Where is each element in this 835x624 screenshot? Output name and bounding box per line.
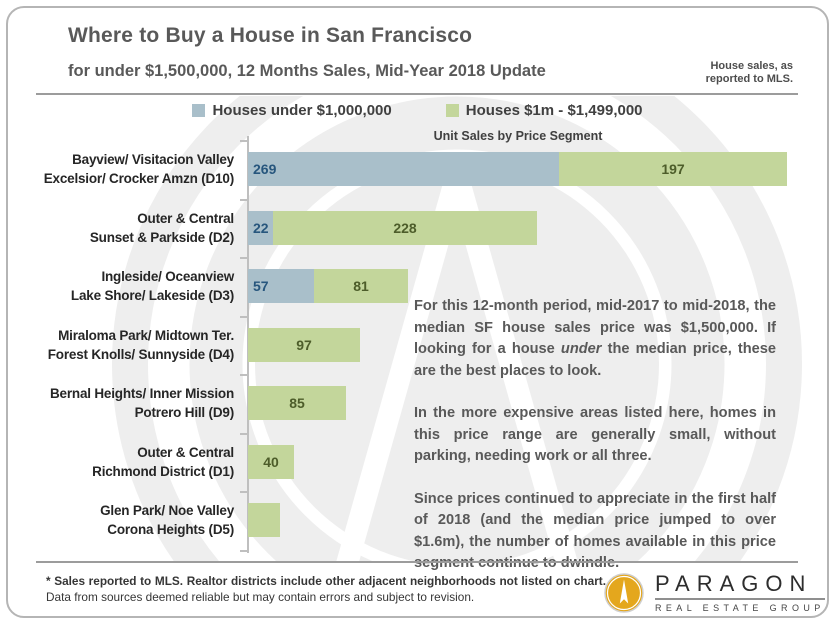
bar-value-label: 40 bbox=[263, 454, 279, 470]
annotation-p1-b: the median price, these are the best pla… bbox=[414, 341, 776, 379]
paragon-logo: PARAGON REAL ESTATE GROUP bbox=[604, 572, 825, 613]
page-subtitle: for under $1,500,000, 12 Months Sales, M… bbox=[68, 62, 546, 80]
category-label: Bayview/ Visitacion Valley Excelsior/ Cro… bbox=[26, 150, 234, 188]
bar-row: 269 197 bbox=[248, 152, 787, 186]
category-label-line: Ingleside/ Oceanview bbox=[101, 269, 234, 284]
chart-title: Unit Sales by Price Segment bbox=[433, 129, 603, 143]
category-label-line: Sunset & Parkside (D2) bbox=[89, 230, 234, 245]
bar-segment-1m-1.5m: 85 bbox=[248, 386, 346, 420]
bar-segment-1m-1.5m: 97 bbox=[248, 328, 360, 362]
category-label: Glen Park/ Noe Valley Corona Heights (D5) bbox=[26, 501, 234, 539]
bar-segment-1m-1.5m bbox=[248, 503, 280, 537]
axis-tick bbox=[240, 491, 248, 493]
bar-segment-1m-1.5m: 228 bbox=[273, 211, 537, 245]
category-label: Ingleside/ Oceanview Lake Shore/ Lakeside… bbox=[26, 267, 234, 305]
bar-value-label: 57 bbox=[253, 278, 269, 294]
annotation-paragraph-2: In the more expensive areas listed here,… bbox=[414, 405, 776, 464]
bar-segment-under-1m: 57 bbox=[248, 269, 314, 303]
bar-segment-under-1m: 269 bbox=[248, 152, 559, 186]
category-label: Bernal Heights/ Inner Mission Potrero Hil… bbox=[26, 384, 234, 422]
legend-item-1m-1.5m: Houses $1m - $1,499,000 bbox=[445, 102, 643, 119]
paragon-logo-tagline: REAL ESTATE GROUP bbox=[655, 603, 825, 613]
annotation-p1-a: For this 12-month period, mid-2017 to mi… bbox=[414, 298, 776, 357]
bar-value-label: 197 bbox=[661, 161, 685, 177]
mls-note-line2: reported to MLS. bbox=[705, 73, 793, 85]
axis-tick bbox=[240, 374, 248, 376]
annotation-p1-em: under bbox=[560, 341, 602, 357]
paragon-logo-rule bbox=[655, 598, 825, 600]
bar-row: 40 bbox=[248, 445, 294, 479]
bar-row: 22 228 bbox=[248, 211, 537, 245]
axis-tick bbox=[240, 140, 248, 142]
bar-segment-under-1m: 22 bbox=[248, 211, 273, 245]
category-label-line: Potrero Hill (D9) bbox=[134, 405, 235, 420]
legend-label-under-1m: Houses under $1,000,000 bbox=[212, 102, 392, 119]
legend-swatch-green-icon bbox=[445, 104, 459, 117]
axis-tick bbox=[240, 257, 248, 259]
category-label-line: Lake Shore/ Lakeside (D3) bbox=[70, 288, 234, 303]
bar-value-label: 228 bbox=[393, 220, 417, 236]
legend-swatch-blue-icon bbox=[192, 104, 206, 117]
footnote: * Sales reported to MLS. Realtor distric… bbox=[46, 574, 606, 605]
category-label-line: Miraloma Park/ Midtown Ter. bbox=[58, 328, 234, 343]
footnote-regular: Data from sources deemed reliable but ma… bbox=[46, 589, 475, 604]
bar-value-label: 269 bbox=[253, 161, 277, 177]
annotation-paragraph-1: For this 12-month period, mid-2017 to mi… bbox=[414, 296, 776, 382]
page-title: Where to Buy a House in San Francisco bbox=[68, 24, 473, 47]
bar-row: 97 bbox=[248, 328, 360, 362]
category-label-line: Outer & Central bbox=[137, 211, 234, 226]
category-label: Outer & Central Sunset & Parkside (D2) bbox=[26, 209, 234, 247]
chart-legend: Houses under $1,000,000 Houses $1m - $1,… bbox=[8, 102, 827, 119]
report-card: Where to Buy a House in San Francisco fo… bbox=[6, 6, 829, 618]
paragon-logo-text: PARAGON REAL ESTATE GROUP bbox=[655, 572, 825, 613]
mls-note-line1: House sales, as bbox=[710, 60, 793, 72]
paragon-logo-name: PARAGON bbox=[655, 571, 813, 596]
axis-tick bbox=[240, 199, 248, 201]
bar-value-label: 81 bbox=[353, 278, 369, 294]
legend-item-under-1m: Houses under $1,000,000 bbox=[192, 102, 392, 119]
axis-tick bbox=[240, 316, 248, 318]
category-label-line: Outer & Central bbox=[137, 445, 234, 460]
category-label-line: Bayview/ Visitacion Valley bbox=[72, 152, 234, 167]
axis-tick bbox=[240, 433, 248, 435]
axis-tick bbox=[240, 550, 248, 552]
bar-segment-1m-1.5m: 40 bbox=[248, 445, 294, 479]
header-divider bbox=[36, 93, 798, 95]
annotation-text: For this 12-month period, mid-2017 to mi… bbox=[414, 296, 776, 596]
bar-row: 57 81 bbox=[248, 269, 408, 303]
category-label-line: Glen Park/ Noe Valley bbox=[100, 503, 234, 518]
footer-divider bbox=[36, 561, 798, 563]
mls-note: House sales, as reported to MLS. bbox=[706, 60, 793, 86]
category-label: Miraloma Park/ Midtown Ter. Forest Knolls… bbox=[26, 326, 234, 364]
bar-chart: Bayview/ Visitacion Valley Excelsior/ Cro… bbox=[8, 8, 827, 616]
paragon-logo-icon bbox=[604, 572, 644, 613]
annotation-paragraph-3: Since prices continued to appreciate in … bbox=[414, 490, 776, 572]
footnote-bold: * Sales reported to MLS. Realtor distric… bbox=[46, 574, 606, 588]
bar-row: 85 bbox=[248, 386, 346, 420]
bar-segment-1m-1.5m: 81 bbox=[314, 269, 408, 303]
category-label-line: Bernal Heights/ Inner Mission bbox=[50, 386, 234, 401]
bar-value-label: 85 bbox=[289, 395, 305, 411]
bar-value-label: 22 bbox=[253, 220, 269, 236]
category-label-line: Corona Heights (D5) bbox=[107, 522, 234, 537]
category-label-line: Excelsior/ Crocker Amzn (D10) bbox=[43, 171, 234, 186]
bar-value-label: 97 bbox=[296, 337, 312, 353]
category-label-line: Richmond District (D1) bbox=[92, 464, 234, 479]
category-label: Outer & Central Richmond District (D1) bbox=[26, 443, 234, 481]
category-label-line: Forest Knolls/ Sunnyside (D4) bbox=[47, 347, 234, 362]
legend-label-1m-1.5m: Houses $1m - $1,499,000 bbox=[465, 102, 643, 119]
bar-row bbox=[248, 503, 280, 537]
bar-segment-1m-1.5m: 197 bbox=[559, 152, 787, 186]
